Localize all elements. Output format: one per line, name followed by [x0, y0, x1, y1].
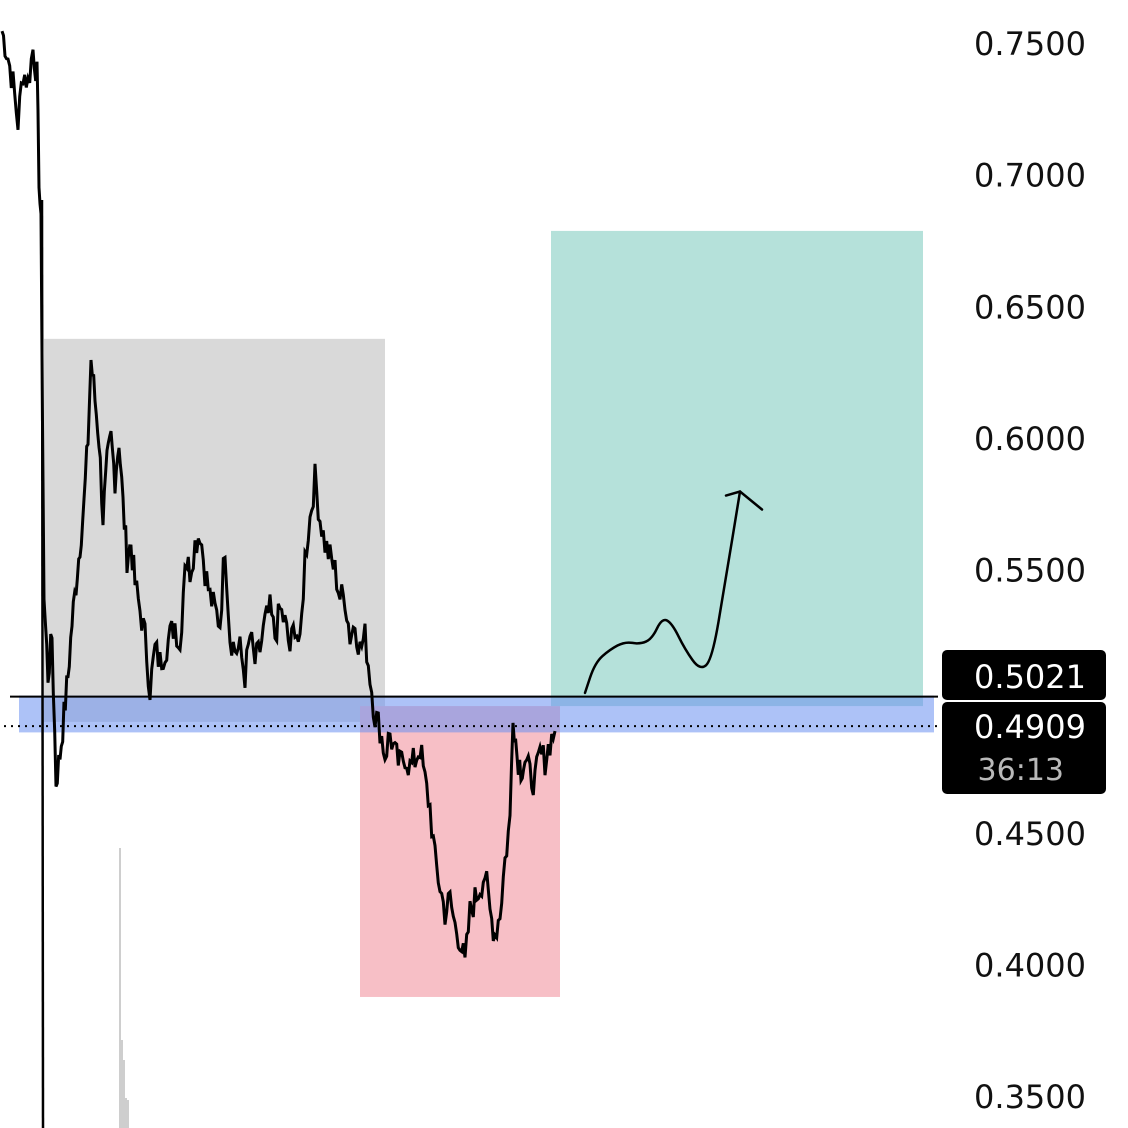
arrow-head-icon — [724, 490, 764, 511]
series-layer — [0, 30, 557, 1128]
y-tick-label: 0.6500 — [974, 288, 1086, 326]
y-tick-label: 0.5500 — [974, 552, 1086, 590]
y-tick-label: 0.3500 — [974, 1078, 1086, 1116]
price-line — [0, 30, 557, 958]
projection-curve — [583, 490, 742, 695]
countdown-timer: 36:13 — [978, 753, 1064, 788]
y-axis: 0.7500 0.7000 0.6500 0.6000 0.5500 0.4500 0.40… — [974, 25, 1086, 1116]
y-tick-label: 0.7500 — [974, 25, 1086, 63]
y-tick-label: 0.4000 — [974, 946, 1086, 984]
price-badge-resistance-label: 0.5021 — [974, 658, 1086, 696]
zones-layer — [19, 230, 934, 997]
y-tick-label: 0.4500 — [974, 815, 1086, 853]
price-badge-current-label: 0.4909 — [974, 708, 1086, 746]
consolidation-range — [44, 338, 385, 722]
projection-layer — [583, 490, 764, 695]
y-tick-label: 0.7000 — [974, 157, 1086, 195]
drawdown-zone — [360, 706, 560, 997]
price-badge-resistance — [942, 650, 1106, 700]
price-spike — [40, 199, 45, 1128]
volume-layer — [119, 848, 129, 1128]
target-zone — [551, 230, 923, 707]
lines-layer — [4, 695, 938, 728]
y-tick-label: 0.6000 — [974, 420, 1086, 458]
price-badges: 0.5021 0.4909 36:13 — [942, 650, 1106, 794]
price-badge-current — [942, 702, 1106, 794]
